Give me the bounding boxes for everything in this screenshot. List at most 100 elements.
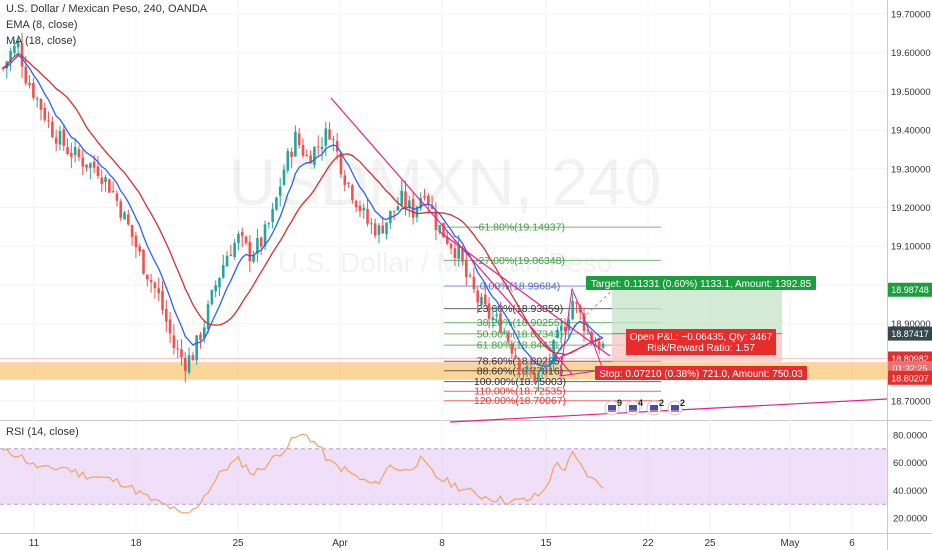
candle[interactable] [453, 248, 457, 258]
target-label-bg[interactable] [586, 276, 816, 290]
candle[interactable] [411, 199, 415, 218]
candle[interactable] [172, 335, 176, 348]
candle[interactable] [176, 348, 179, 350]
candle[interactable] [142, 249, 145, 274]
candle[interactable] [313, 147, 316, 165]
ma-line[interactable] [2, 52, 604, 356]
candle[interactable] [58, 130, 62, 145]
ema-legend[interactable]: EMA (8, close) [6, 19, 78, 31]
candle[interactable] [351, 185, 354, 201]
candle[interactable] [161, 291, 164, 310]
time-axis[interactable]: 11 18 25 Apr 8 15 22 25 May 6 [29, 538, 855, 549]
rsi-axis[interactable]: 80.0000 60.0000 40.0000 20.0000 [893, 430, 927, 524]
candle[interactable] [396, 206, 400, 211]
candle[interactable] [191, 355, 195, 361]
candle[interactable] [404, 191, 407, 208]
candle[interactable] [225, 255, 229, 267]
candle[interactable] [578, 305, 582, 313]
candle[interactable] [518, 359, 521, 371]
candle[interactable] [309, 155, 312, 163]
candle[interactable] [499, 313, 502, 333]
candle[interactable] [537, 372, 540, 382]
event-marker[interactable]: 2 [646, 398, 664, 416]
candle[interactable] [540, 368, 544, 371]
candle[interactable] [13, 45, 16, 53]
candle[interactable] [81, 157, 85, 167]
candle[interactable] [35, 98, 39, 100]
candle[interactable] [32, 82, 35, 98]
candle[interactable] [138, 246, 142, 252]
candle[interactable] [195, 335, 198, 361]
candle[interactable] [571, 300, 574, 320]
candle[interactable] [275, 197, 278, 210]
candle[interactable] [214, 285, 217, 292]
candle[interactable] [240, 231, 244, 237]
candle[interactable] [510, 343, 514, 354]
candle[interactable] [104, 177, 107, 183]
candle[interactable] [457, 245, 460, 259]
candle[interactable] [430, 205, 434, 209]
candle[interactable] [210, 290, 214, 304]
symbol-legend[interactable]: U.S. Dollar / Mexican Peso, 240, OANDA [6, 3, 208, 15]
candle[interactable] [514, 355, 517, 358]
candle[interactable] [115, 193, 119, 201]
candle[interactable] [487, 303, 491, 319]
candle[interactable] [347, 183, 350, 185]
candle[interactable] [575, 302, 578, 304]
candle[interactable] [73, 146, 77, 156]
candle[interactable] [392, 210, 396, 212]
candle[interactable] [427, 195, 430, 205]
candle[interactable] [434, 211, 438, 231]
inner-trendline[interactable] [439, 231, 611, 357]
candle[interactable] [100, 177, 104, 184]
candle[interactable] [134, 235, 138, 248]
rsi-line[interactable] [2, 433, 604, 514]
candle[interactable] [597, 341, 601, 350]
candle[interactable] [354, 200, 358, 208]
candle[interactable] [256, 238, 259, 254]
candle[interactable] [491, 317, 495, 320]
candle[interactable] [108, 179, 111, 193]
candle[interactable] [446, 236, 449, 244]
candle[interactable] [244, 236, 248, 243]
candle[interactable] [96, 166, 100, 177]
candle[interactable] [586, 330, 590, 332]
candle[interactable] [362, 207, 366, 211]
candle[interactable] [149, 279, 153, 283]
candle[interactable] [381, 225, 385, 234]
candle[interactable] [146, 274, 149, 280]
candle[interactable] [472, 276, 476, 290]
candlestick-series[interactable] [1, 32, 605, 392]
candle[interactable] [316, 146, 320, 148]
candle[interactable] [385, 222, 388, 235]
candle[interactable] [328, 129, 331, 140]
candle[interactable] [305, 154, 309, 156]
candle[interactable] [271, 208, 274, 223]
candle[interactable] [70, 152, 73, 157]
candle[interactable] [556, 329, 559, 338]
candle[interactable] [221, 265, 225, 278]
candle[interactable] [47, 120, 50, 122]
candle[interactable] [123, 212, 126, 220]
candle[interactable] [183, 357, 187, 371]
candle[interactable] [468, 275, 472, 277]
candle[interactable] [601, 343, 605, 348]
candle[interactable] [259, 237, 263, 247]
candle[interactable] [297, 133, 301, 146]
candle[interactable] [567, 319, 571, 330]
candle[interactable] [343, 175, 347, 186]
candle[interactable] [525, 366, 529, 372]
candle[interactable] [366, 208, 369, 224]
wedge-pattern[interactable] [559, 287, 604, 377]
candle[interactable] [419, 198, 423, 209]
candle[interactable] [127, 214, 130, 225]
candle[interactable] [54, 137, 58, 144]
candle[interactable] [187, 355, 191, 373]
candle[interactable] [229, 254, 233, 256]
candle[interactable] [582, 313, 586, 331]
candle[interactable] [9, 50, 12, 62]
candle[interactable] [92, 161, 96, 168]
wedge-support[interactable] [554, 337, 601, 361]
candle[interactable] [248, 241, 252, 262]
